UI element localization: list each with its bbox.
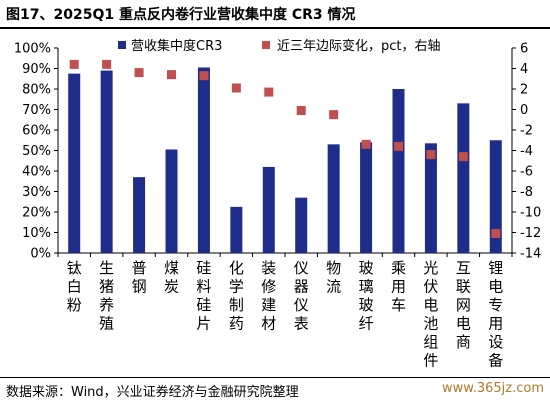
marker-point	[102, 59, 112, 69]
category-label: 物流	[326, 259, 341, 296]
bar	[295, 197, 308, 253]
right-tick-label: -2	[520, 124, 533, 139]
category-label: 装修建材	[261, 259, 276, 333]
bar	[68, 73, 81, 253]
bar	[133, 177, 146, 253]
bar	[360, 142, 373, 253]
category-label: 生猪养殖	[99, 259, 114, 333]
chart-legend: 营收集中度CR3 近三年边际变化，pct，右轴	[118, 38, 441, 54]
category-label: 乘用车	[391, 259, 406, 314]
legend-bar-label: 营收集中度CR3	[131, 38, 222, 54]
bar	[262, 166, 275, 253]
right-tick-label: -6	[520, 165, 533, 180]
right-tick-label: -12	[520, 226, 541, 241]
right-tick-label: -14	[520, 247, 541, 262]
source-note: 数据来源：Wind，兴业证券经济与金融研究院整理	[6, 385, 299, 400]
legend-bar-swatch	[118, 41, 126, 49]
left-tick-label: 0%	[30, 247, 51, 262]
left-tick-label: 50%	[22, 144, 51, 159]
left-tick-label: 70%	[22, 103, 51, 118]
bar	[197, 67, 210, 253]
marker-point	[69, 59, 79, 69]
right-tick-label: 6	[520, 42, 528, 57]
title-divider	[0, 27, 550, 29]
marker-point	[199, 71, 209, 81]
bar-series	[68, 67, 502, 253]
category-label: 锂电专用设备	[488, 259, 503, 370]
marker-point	[394, 141, 403, 151]
left-tick-label: 80%	[22, 83, 51, 98]
cr3-chart: 0% 10% 20% 30% 40% 50% 60% 70% 80% 90% 100% -14 -12 -…	[14, 38, 541, 370]
right-tick-label: 4	[520, 62, 528, 77]
bar	[327, 144, 340, 253]
marker-point	[296, 106, 306, 116]
category-label: 化学制药	[229, 259, 244, 333]
marker-point	[134, 68, 144, 78]
category-label: 互联网电商	[456, 259, 471, 351]
marker-series	[69, 59, 501, 239]
left-tick-label: 30%	[22, 185, 51, 200]
marker-point	[361, 139, 371, 149]
left-tick-label: 90%	[22, 62, 51, 77]
category-label: 硅料硅片	[196, 259, 211, 333]
marker-point	[458, 152, 468, 162]
marker-point	[231, 83, 241, 93]
left-tick-label: 20%	[22, 206, 51, 221]
left-tick-label: 100%	[14, 42, 51, 57]
right-tick-label: -8	[520, 185, 533, 200]
right-tick-label: 2	[520, 83, 528, 98]
category-label: 普钢	[132, 259, 147, 296]
watermark: www.365jz.com	[442, 381, 544, 396]
category-label: 煤炭	[164, 259, 179, 296]
category-label: 玻璃玻纤	[359, 259, 374, 333]
marker-point	[426, 150, 436, 160]
right-tick-label: 0	[520, 103, 528, 118]
legend-marker-label: 近三年边际变化，pct，右轴	[277, 38, 441, 54]
bar	[392, 89, 405, 253]
right-tick-label: -10	[520, 206, 541, 221]
bar	[165, 149, 178, 253]
marker-point	[491, 229, 501, 239]
bar	[230, 206, 243, 253]
category-label: 仪器仪表	[294, 259, 309, 333]
chart-title: 图17、2025Q1 重点反内卷行业营收集中度 CR3 情况	[6, 7, 356, 23]
footer-divider	[0, 377, 550, 378]
bar	[457, 103, 470, 253]
marker-point	[329, 110, 339, 120]
marker-point	[264, 87, 274, 97]
bar	[424, 143, 437, 253]
right-tick-label: -4	[520, 144, 533, 159]
chart-axes: 0% 10% 20% 30% 40% 50% 60% 70% 80% 90% 100% -14 -12 -…	[14, 42, 541, 262]
left-tick-label: 60%	[22, 124, 51, 139]
left-tick-label: 40%	[22, 165, 51, 180]
bar	[489, 140, 502, 253]
category-label: 光伏电池组件	[423, 259, 438, 370]
left-tick-label: 10%	[22, 226, 51, 241]
marker-point	[167, 70, 176, 80]
category-label: 钛白粉	[67, 259, 82, 314]
legend-marker-swatch	[262, 41, 270, 49]
bar	[100, 70, 113, 253]
